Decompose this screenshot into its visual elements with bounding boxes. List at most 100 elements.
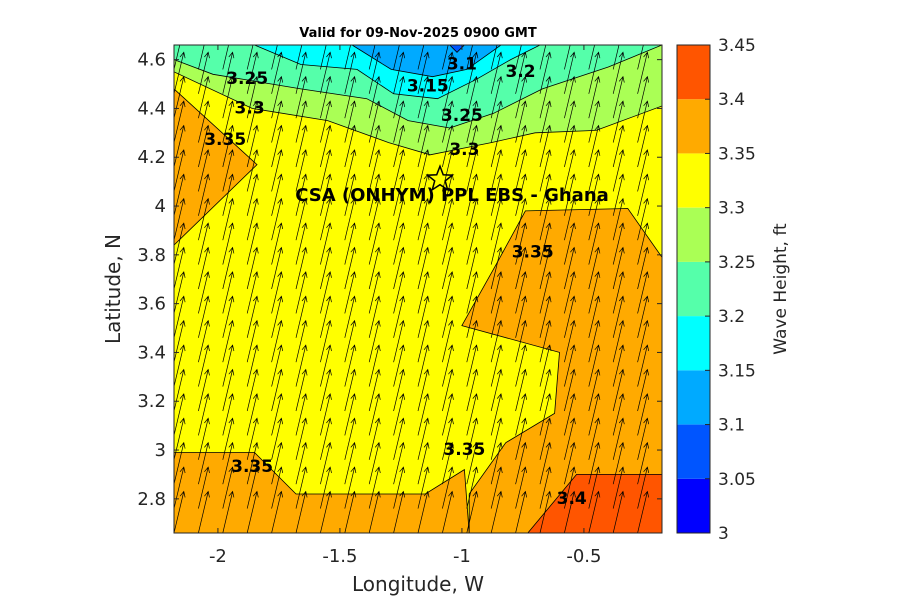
wind-arrow bbox=[539, 51, 552, 94]
wind-arrow bbox=[198, 490, 210, 533]
wind-arrow bbox=[539, 490, 552, 533]
wind-arrow bbox=[417, 344, 430, 387]
wind-arrow bbox=[295, 466, 308, 509]
x-tick-label: -1 bbox=[453, 546, 471, 567]
wind-arrow bbox=[539, 222, 552, 265]
wind-arrow bbox=[271, 490, 284, 533]
x-tick-label: -2 bbox=[209, 546, 227, 567]
y-tick-label: 4 bbox=[155, 196, 166, 217]
wind-arrow bbox=[174, 490, 186, 533]
wind-arrow bbox=[320, 417, 332, 460]
wind-arrow bbox=[588, 51, 601, 94]
colorbar-tick-label: 3.45 bbox=[718, 36, 756, 56]
wind-arrow bbox=[539, 173, 552, 216]
colorbar-tick-label: 3.3 bbox=[718, 199, 745, 219]
wind-arrow bbox=[222, 344, 235, 387]
colorbar-tick-label: 3.4 bbox=[718, 90, 745, 110]
wind-arrow bbox=[246, 490, 259, 533]
wind-arrow bbox=[637, 149, 650, 192]
wind-arrow bbox=[393, 344, 406, 387]
wind-arrow bbox=[198, 319, 210, 363]
wind-arrow bbox=[515, 124, 528, 168]
wind-arrow bbox=[246, 295, 259, 338]
wind-arrow bbox=[515, 393, 528, 436]
wind-arrow bbox=[393, 295, 406, 338]
wind-arrow bbox=[564, 344, 576, 387]
wind-arrow bbox=[466, 246, 479, 290]
wind-arrow bbox=[442, 124, 454, 168]
wind-arrow bbox=[222, 490, 235, 533]
x-tick-label: -0.5 bbox=[566, 546, 601, 567]
wind-arrow bbox=[320, 124, 332, 168]
wind-arrow bbox=[442, 45, 449, 70]
wind-arrow bbox=[222, 124, 235, 168]
wind-arrow bbox=[198, 75, 210, 119]
wind-arrow bbox=[393, 393, 406, 436]
wind-arrow bbox=[564, 124, 576, 168]
contour-label: 3.25 bbox=[226, 69, 268, 89]
plot-frame bbox=[173, 44, 663, 534]
wind-arrow bbox=[515, 368, 528, 412]
wind-arrow bbox=[661, 433, 662, 436]
wind-arrow bbox=[295, 197, 308, 241]
wind-arrow bbox=[588, 173, 601, 216]
wind-arrow bbox=[344, 51, 357, 94]
wind-arrow bbox=[637, 441, 650, 485]
wind-arrow bbox=[198, 45, 199, 46]
wind-arrow bbox=[637, 466, 650, 509]
wind-arrow bbox=[174, 246, 186, 290]
colorbar-label: Wave Height, ft bbox=[771, 223, 791, 355]
colorbar-frame bbox=[676, 44, 711, 534]
wind-arrow bbox=[588, 393, 601, 436]
wind-arrow bbox=[393, 100, 406, 143]
wind-arrow bbox=[295, 75, 308, 119]
wind-arrow bbox=[612, 393, 625, 436]
wind-arrow bbox=[271, 173, 284, 216]
wind-arrow bbox=[320, 45, 327, 70]
wind-arrow bbox=[222, 271, 235, 314]
wind-arrow bbox=[246, 319, 259, 363]
wind-arrow bbox=[515, 149, 528, 192]
wind-arrow bbox=[564, 417, 576, 460]
wind-arrow bbox=[417, 466, 430, 509]
wind-arrow bbox=[466, 441, 479, 485]
wind-arrow bbox=[295, 51, 308, 94]
wind-arrow bbox=[637, 393, 650, 436]
y-tick-label: 3.8 bbox=[137, 245, 166, 266]
wind-arrow bbox=[320, 490, 332, 533]
contour-label: 3.4 bbox=[557, 489, 587, 509]
wind-arrow bbox=[515, 173, 528, 216]
wind-arrow bbox=[612, 197, 625, 241]
wind-arrow bbox=[320, 149, 332, 192]
wind-arrow bbox=[490, 271, 503, 314]
wind-arrow bbox=[564, 271, 576, 314]
wind-arrow bbox=[271, 271, 284, 314]
wind-arrow bbox=[246, 246, 259, 290]
wind-arrow bbox=[368, 466, 381, 509]
wind-arrow bbox=[368, 441, 381, 485]
colorbar-tick-label: 3.05 bbox=[718, 470, 756, 490]
contour-label: 3.15 bbox=[407, 77, 449, 97]
wind-arrow bbox=[637, 319, 650, 363]
wind-arrow bbox=[320, 51, 332, 94]
x-axis-ticks: -2 -1.5 -1 -0.5 bbox=[209, 45, 601, 567]
wind-arrow bbox=[174, 222, 186, 265]
wind-arrow bbox=[490, 466, 503, 509]
wind-arrow bbox=[612, 124, 625, 168]
wind-arrow bbox=[637, 222, 650, 265]
wind-arrow bbox=[198, 124, 210, 168]
wind-arrow bbox=[246, 149, 259, 192]
wind-arrow bbox=[198, 466, 210, 509]
wind-arrow bbox=[588, 466, 601, 509]
wind-arrow bbox=[490, 75, 503, 119]
wind-arrow bbox=[442, 75, 454, 119]
plot-area: 3.1 3.2 3.25 3.15 3.3 3.25 3.35 3.3 3.35 3.35 3.35… bbox=[174, 45, 662, 533]
wind-arrow bbox=[442, 246, 454, 290]
y-tick-label: 4.4 bbox=[137, 98, 166, 119]
wind-arrow bbox=[417, 271, 430, 314]
wind-arrow bbox=[661, 141, 662, 143]
wind-arrow bbox=[490, 100, 503, 143]
wind-arrow bbox=[637, 124, 650, 168]
wind-arrow bbox=[588, 124, 601, 168]
wind-arrow bbox=[442, 197, 454, 241]
